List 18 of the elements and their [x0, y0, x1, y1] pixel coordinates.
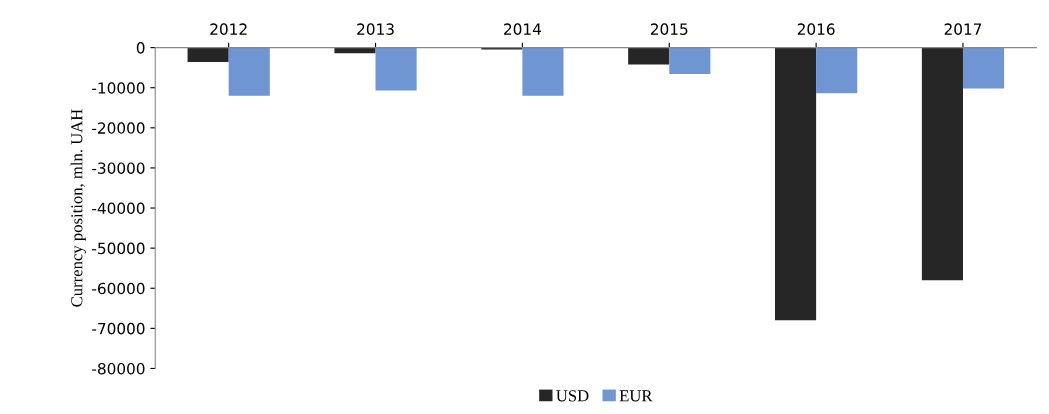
y-tick-label: -80000: [92, 362, 145, 375]
legend-label: EUR: [619, 390, 653, 402]
y-tick-label: -60000: [92, 282, 145, 295]
y-tick-label: 0: [136, 42, 145, 54]
x-tick-label: 2014: [504, 23, 541, 35]
y-tick-label: -20000: [92, 122, 145, 134]
x-tick-label: 2013: [357, 23, 394, 35]
y-tick-label: -70000: [92, 322, 145, 335]
x-tick-label: 2017: [944, 23, 982, 35]
legend-label: USD: [556, 390, 589, 402]
y-tick-label: -30000: [92, 162, 145, 174]
y-tick-label: -50000: [92, 242, 145, 255]
y-axis-title: Currency position, mln. UAH: [70, 109, 86, 307]
y-tick-label: -40000: [92, 202, 145, 215]
x-tick-label: 2016: [797, 23, 835, 35]
x-tick-label: 2015: [650, 23, 688, 35]
y-tick-label: -10000: [92, 82, 145, 94]
x-tick-label: 2012: [210, 23, 247, 35]
